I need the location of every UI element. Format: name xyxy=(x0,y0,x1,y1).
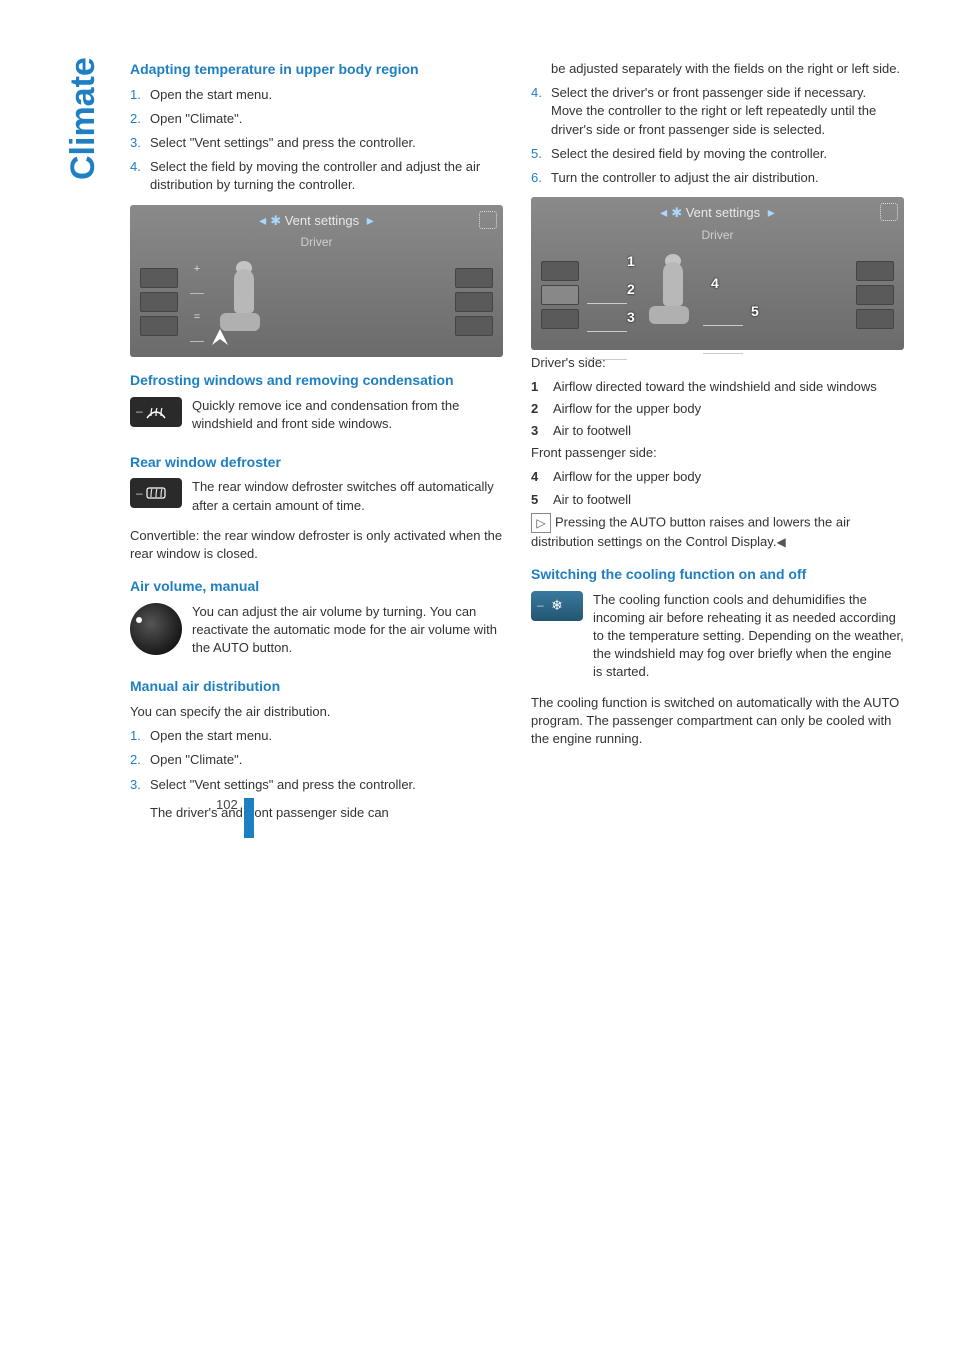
callout-2: 2 xyxy=(627,280,635,300)
rear-defrost-text: The rear window defroster switches off a… xyxy=(192,478,503,514)
page-bar xyxy=(244,798,254,838)
list-key: 3 xyxy=(531,422,553,440)
manual-dist-after: The driver's and front passenger side ca… xyxy=(150,804,503,822)
step-text: Open "Climate". xyxy=(150,110,503,128)
step-main: Select the driver's or front passenger s… xyxy=(551,85,866,100)
page-number: 102 xyxy=(216,796,254,838)
step-text: Select the desired field by moving the c… xyxy=(551,145,904,163)
step-text: Select "Vent settings" and press the con… xyxy=(150,776,503,794)
steps-right: 4. Select the driver's or front passenge… xyxy=(531,84,904,187)
cooling-p1: The cooling function cools and dehumidif… xyxy=(593,591,904,682)
snowflake-icon: ❄ xyxy=(531,591,583,621)
step-text: Select the driver's or front passenger s… xyxy=(551,84,904,139)
list-key: 1 xyxy=(531,378,553,396)
list-val: Air to footwell xyxy=(553,491,904,509)
volume-dial-icon xyxy=(130,603,182,655)
right-column: be adjusted separately with the fields o… xyxy=(531,60,904,828)
list-val: Airflow directed toward the windshield a… xyxy=(553,378,904,396)
page-number-value: 102 xyxy=(216,796,238,814)
step-num: 3. xyxy=(130,134,150,152)
rear-defrost-icon xyxy=(130,478,182,508)
heading-rear-defrost: Rear window defroster xyxy=(130,453,503,473)
vent-settings-screenshot-numbered: ◂✱ Vent settings ▸ Driver xyxy=(531,197,904,349)
step-text: Open the start menu. xyxy=(150,86,503,104)
heading-defrost: Defrosting windows and removing condensa… xyxy=(130,371,503,391)
step-num: 4. xyxy=(130,158,150,194)
panel-subtitle: Driver xyxy=(531,227,904,244)
list-key: 2 xyxy=(531,400,553,418)
heading-air-volume: Air volume, manual xyxy=(130,577,503,597)
end-marker: ◀ xyxy=(776,535,785,549)
step-num: 6. xyxy=(531,169,551,187)
note-text: Pressing the AUTO button raises and lowe… xyxy=(531,514,850,549)
callout-1: 1 xyxy=(627,252,635,272)
rear-defrost-note: Convertible: the rear window defroster i… xyxy=(130,527,503,563)
panel-subtitle: Driver xyxy=(130,234,503,251)
list-val: Air to footwell xyxy=(553,422,904,440)
step-num: 5. xyxy=(531,145,551,163)
list-key: 5 xyxy=(531,491,553,509)
drivers-side-label: Driver's side: xyxy=(531,354,904,372)
driver-side-list: 1Airflow directed toward the windshield … xyxy=(531,378,904,441)
side-tab: Climate xyxy=(60,57,108,180)
step-num: 4. xyxy=(531,84,551,139)
content-columns: Adapting temperature in upper body regio… xyxy=(130,60,904,828)
list-val: Airflow for the upper body xyxy=(553,468,904,486)
heading-manual-dist: Manual air distribution xyxy=(130,677,503,697)
list-key: 4 xyxy=(531,468,553,486)
heading-cooling: Switching the cooling function on and of… xyxy=(531,565,904,585)
step-num: 2. xyxy=(130,110,150,128)
callout-3: 3 xyxy=(627,308,635,328)
note-icon: ▷ xyxy=(531,513,551,533)
cooling-p2: The cooling function is switched on auto… xyxy=(531,694,904,749)
manual-dist-intro: You can specify the air distribution. xyxy=(130,703,503,721)
steps-manual-dist: 1.Open the start menu. 2.Open "Climate".… xyxy=(130,727,503,794)
step-num: 1. xyxy=(130,727,150,745)
defrost-icon xyxy=(130,397,182,427)
left-column: Adapting temperature in upper body regio… xyxy=(130,60,503,828)
step-text: Select the field by moving the controlle… xyxy=(150,158,503,194)
callout-5: 5 xyxy=(751,302,759,322)
panel-title: Vent settings xyxy=(686,205,760,220)
step-text: Open the start menu. xyxy=(150,727,503,745)
passenger-side-list: 4Airflow for the upper body 5Air to foot… xyxy=(531,468,904,508)
step-text: Turn the controller to adjust the air di… xyxy=(551,169,904,187)
panel-title: Vent settings xyxy=(285,213,359,228)
right-continuation: be adjusted separately with the fields o… xyxy=(551,60,904,78)
list-val: Airflow for the upper body xyxy=(553,400,904,418)
defrost-text: Quickly remove ice and condensation from… xyxy=(192,397,503,433)
callout-4: 4 xyxy=(711,274,719,294)
passenger-side-label: Front passenger side: xyxy=(531,444,904,462)
steps-adapting: 1.Open the start menu. 2.Open "Climate".… xyxy=(130,86,503,195)
step-text: Open "Climate". xyxy=(150,751,503,769)
vent-settings-screenshot: ◂✱ Vent settings ▸ Driver += xyxy=(130,205,503,357)
auto-note: ▷Pressing the AUTO button raises and low… xyxy=(531,513,904,551)
air-volume-text: You can adjust the air volume by turning… xyxy=(192,603,503,658)
step-num: 3. xyxy=(130,776,150,794)
heading-adapting-temp: Adapting temperature in upper body regio… xyxy=(130,60,503,80)
step-num: 2. xyxy=(130,751,150,769)
step-text: Select "Vent settings" and press the con… xyxy=(150,134,503,152)
step-num: 1. xyxy=(130,86,150,104)
step-sub: Move the controller to the right or left… xyxy=(551,103,876,136)
